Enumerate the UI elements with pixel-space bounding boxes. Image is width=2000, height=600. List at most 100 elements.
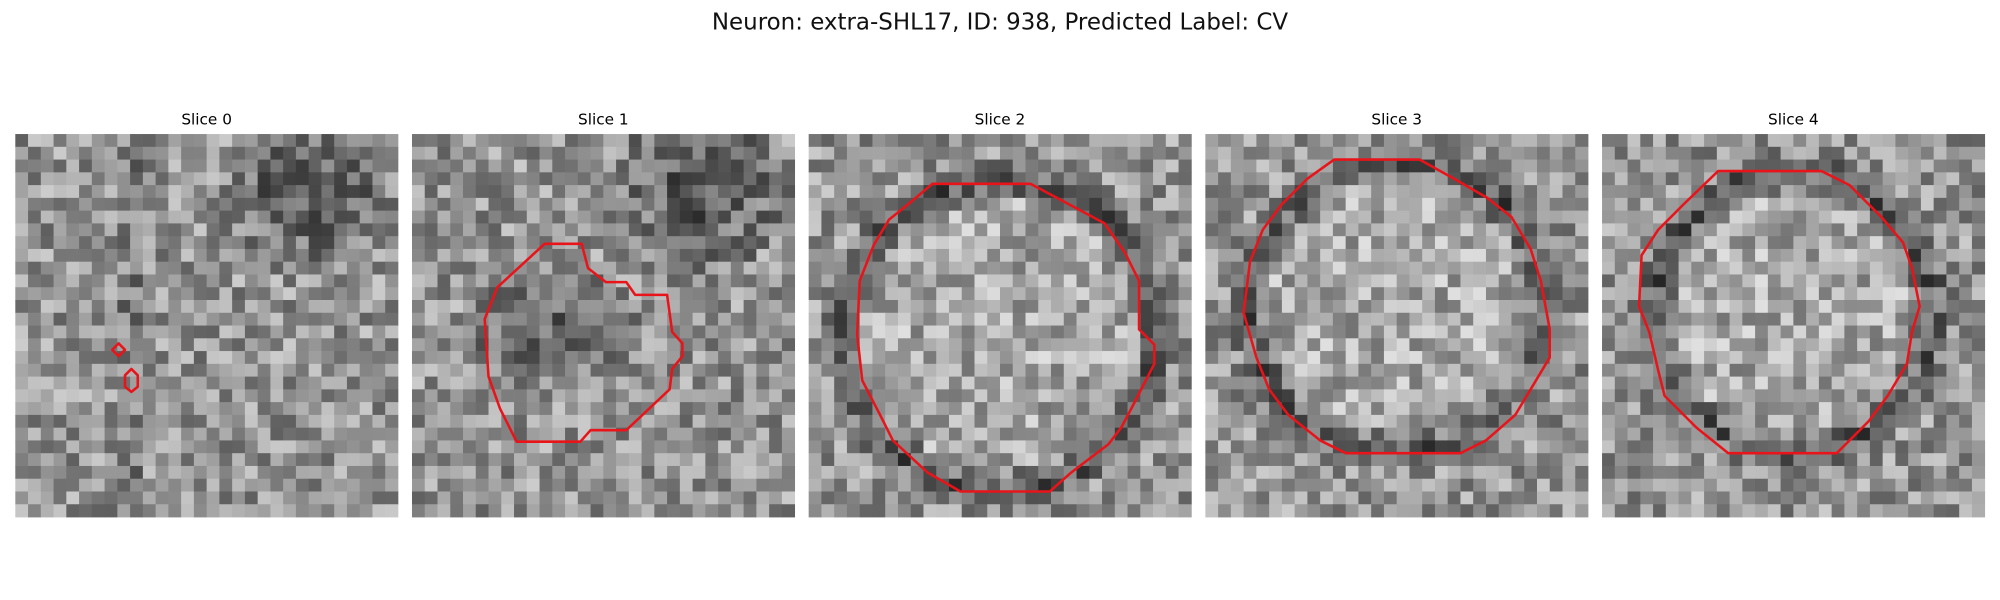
pixel [1230, 159, 1245, 173]
pixel [346, 146, 361, 160]
pixel [1755, 210, 1769, 224]
pixel [1716, 465, 1730, 480]
pixel [91, 402, 105, 416]
pixel [1447, 504, 1461, 518]
pixel [718, 338, 732, 352]
pixel [590, 287, 604, 301]
pixel [1165, 172, 1179, 186]
pixel [872, 146, 886, 160]
pixel [1038, 300, 1052, 314]
pixel [1230, 491, 1245, 505]
pixel [1396, 440, 1410, 454]
pixel [1755, 146, 1769, 160]
pixel [91, 440, 105, 454]
pixel [1294, 325, 1308, 339]
pixel [730, 146, 745, 160]
pixel [1205, 376, 1219, 390]
pixel [181, 236, 195, 250]
pixel [1524, 300, 1538, 314]
pixel [1230, 504, 1245, 518]
pixel [40, 453, 54, 467]
pixel [1127, 146, 1141, 160]
pixel [1294, 478, 1308, 492]
pixel [1959, 197, 1973, 212]
pixel [1524, 414, 1538, 429]
pixel [437, 248, 451, 263]
pixel [244, 478, 259, 492]
pixel [1627, 300, 1641, 314]
pixel [1742, 300, 1756, 314]
pixel [1640, 159, 1654, 173]
pixel [501, 274, 515, 288]
pixel [1358, 440, 1372, 454]
pixel [359, 236, 373, 250]
pixel [1063, 478, 1077, 492]
pixel [923, 223, 937, 237]
pixel [1409, 274, 1423, 288]
pixel [1127, 465, 1141, 480]
pixel [1704, 261, 1718, 275]
pixel [155, 414, 169, 429]
pixel [1857, 134, 1871, 148]
pixel [718, 465, 732, 480]
pixel [1767, 287, 1781, 301]
pixel [1153, 427, 1167, 441]
pixel [1767, 440, 1781, 454]
pixel [346, 312, 361, 326]
pixel [1256, 478, 1270, 492]
pixel [781, 146, 796, 160]
pixel [28, 325, 42, 339]
pixel [1793, 274, 1807, 288]
pixel [1447, 312, 1461, 326]
pixel [552, 338, 566, 352]
pixel [79, 134, 93, 148]
pixel [1205, 287, 1219, 301]
pixel [821, 389, 835, 403]
pixel [1256, 261, 1270, 275]
pixel [718, 146, 732, 160]
pixel [53, 236, 67, 250]
pixel [1165, 274, 1179, 288]
pixel [257, 248, 271, 263]
pixel [424, 363, 438, 377]
pixel [730, 274, 745, 288]
pixel [219, 376, 233, 390]
pixel [1498, 312, 1512, 326]
pixel [1729, 440, 1743, 454]
pixel [1575, 159, 1589, 173]
pixel [1076, 248, 1090, 263]
pixel [1806, 236, 1820, 250]
pixel [1755, 504, 1769, 518]
pixel [846, 197, 861, 212]
pixel [885, 261, 899, 275]
pixel [1140, 491, 1154, 505]
pixel [1767, 274, 1781, 288]
pixel [424, 427, 438, 441]
pixel [411, 312, 426, 326]
pixel [270, 440, 284, 454]
pixel [1294, 261, 1308, 275]
pixel [565, 440, 579, 454]
pixel [1409, 325, 1423, 339]
pixel [1409, 261, 1423, 275]
pixel [1218, 427, 1232, 441]
pixel [1422, 338, 1436, 352]
pixel [1114, 478, 1128, 492]
pixel [769, 376, 783, 390]
pixel [1409, 172, 1423, 186]
pixel [501, 312, 515, 326]
pixel [1575, 274, 1589, 288]
pixel [1473, 172, 1487, 186]
pixel [437, 389, 451, 403]
pixel [1653, 274, 1667, 288]
pixel [936, 389, 950, 403]
pixel [514, 504, 528, 518]
pixel [936, 172, 950, 186]
pixel [1294, 236, 1308, 250]
pixel [437, 440, 451, 454]
pixel [1920, 325, 1935, 339]
pixel [1485, 274, 1500, 288]
pixel [1063, 312, 1077, 326]
pixel [948, 325, 963, 339]
pixel [168, 146, 182, 160]
